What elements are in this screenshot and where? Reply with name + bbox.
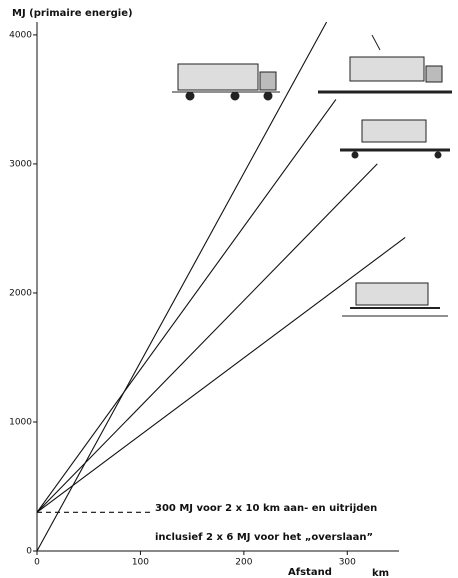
y-tick-label: 4000 [9, 30, 32, 40]
series-line [37, 237, 405, 512]
y-tick-label: 1000 [9, 417, 32, 427]
x-axis-unit: km [372, 568, 389, 578]
wagon-icon [342, 283, 448, 316]
x-tick-label: 100 [132, 558, 149, 568]
series-line [37, 164, 377, 512]
truck-on-train-icon [318, 35, 452, 92]
y-tick-label: 2000 [9, 288, 32, 298]
annotation: inclusief 2 x 6 MJ voor het „overslaan” [155, 532, 373, 543]
x-tick-label: 300 [339, 558, 356, 568]
chart-title: MJ (primaire energie) [12, 8, 133, 19]
chart: MJ (primaire energie) 300 MJ voor 2 x 10… [0, 0, 458, 578]
x-tick-label: 0 [34, 558, 40, 568]
truck-icon [172, 64, 280, 100]
y-tick-label: 3000 [9, 159, 32, 169]
container-on-train-icon [340, 120, 450, 158]
x-tick-label: 200 [235, 558, 252, 568]
series-line [37, 22, 327, 551]
y-tick-label: 0 [26, 547, 32, 557]
x-axis-label: Afstand [288, 567, 332, 578]
series-line [37, 99, 336, 512]
annotation: 300 MJ voor 2 x 10 km aan- en uitrijden [155, 503, 377, 514]
